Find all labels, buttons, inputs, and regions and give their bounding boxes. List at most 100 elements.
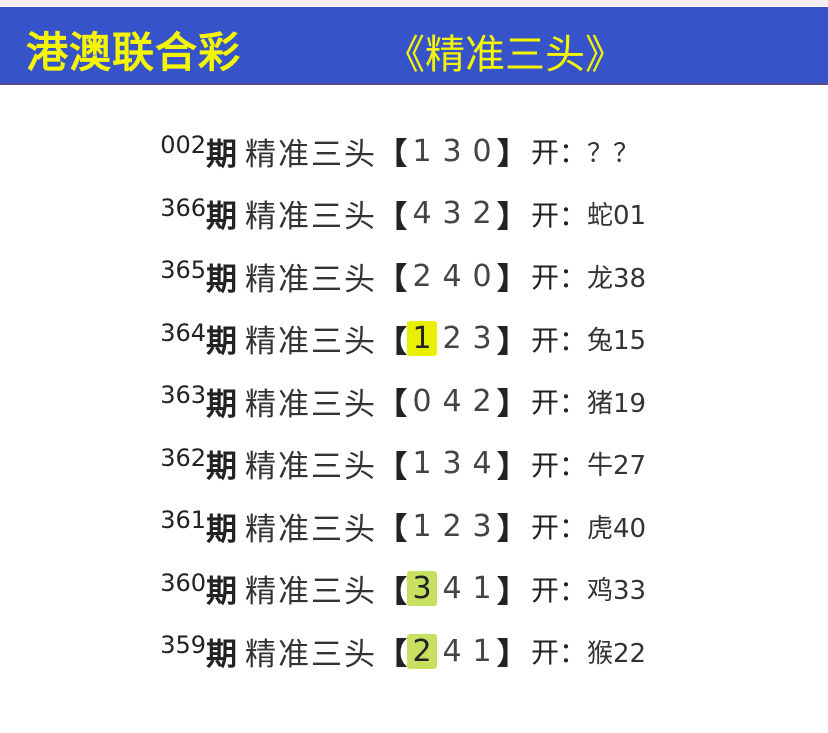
prediction-digit: 3 xyxy=(472,508,492,544)
prediction-digit: 1 xyxy=(407,321,437,357)
issue-number: 360 xyxy=(160,568,206,597)
bracket-close: 】 xyxy=(497,449,527,485)
header-subtitle: 《精准三头》 xyxy=(385,32,625,78)
prediction-digit: 1 xyxy=(412,446,432,482)
prediction-digit: 1 xyxy=(412,133,432,169)
prediction-digit: 4 xyxy=(472,446,492,482)
issue-number: 002 xyxy=(160,131,206,160)
prediction-digit: 0 xyxy=(472,133,492,169)
draw-result: 猪19 xyxy=(587,388,647,419)
prediction-digit: 2 xyxy=(472,196,492,232)
prediction-digit: 2 xyxy=(407,633,437,669)
bracket-close: 】 xyxy=(497,137,527,173)
open-label: 开： xyxy=(531,323,588,357)
bracket-close: 】 xyxy=(497,387,527,423)
issue-number: 359 xyxy=(160,631,206,660)
prediction-row: 002 期精准三头【1 3 0】开：？？ xyxy=(150,120,646,183)
prediction-digit: 2 xyxy=(472,383,492,419)
prediction-label: 精准三头 xyxy=(245,636,377,673)
prediction-list: 002 期精准三头【1 3 0】开：？？ 366 期精准三头【4 3 2】开： 蛇01 365 期精… xyxy=(150,120,646,683)
bracket-close: 】 xyxy=(497,199,527,235)
prediction-row: 362 期精准三头【1 3 4】开： 牛27 xyxy=(150,433,646,496)
draw-result: 蛇01 xyxy=(587,201,647,232)
draw-result: 牛27 xyxy=(587,451,647,482)
prediction-digit: 3 xyxy=(472,321,492,357)
draw-result: ？？ xyxy=(587,138,640,169)
prediction-label: 精准三头 xyxy=(245,136,377,173)
prediction-digit: 1 xyxy=(412,508,432,544)
prediction-digit: 4 xyxy=(442,633,462,669)
issue-suffix: 期 xyxy=(206,449,237,486)
prediction-digit: 2 xyxy=(442,321,462,357)
open-label: 开： xyxy=(531,448,588,482)
issue-number: 364 xyxy=(160,318,206,347)
prediction-digit: 1 xyxy=(472,571,492,607)
top-strip xyxy=(0,0,828,6)
issue-number: 366 xyxy=(160,193,206,222)
bracket-open: 【 xyxy=(377,324,407,360)
open-label: 开： xyxy=(531,636,588,670)
bracket-open: 【 xyxy=(377,199,407,235)
bracket-close: 】 xyxy=(497,637,527,673)
prediction-digit: 3 xyxy=(442,446,462,482)
prediction-label: 精准三头 xyxy=(245,324,377,361)
open-label: 开： xyxy=(531,198,588,232)
prediction-digit: 4 xyxy=(442,571,462,607)
prediction-row: 361 期精准三头【1 2 3】开： 虎40 xyxy=(150,495,646,558)
bracket-open: 【 xyxy=(377,137,407,173)
prediction-row: 360 期精准三头【3 4 1】开： 鸡33 xyxy=(150,558,646,621)
open-label: 开： xyxy=(531,136,588,170)
prediction-digit: 4 xyxy=(412,196,432,232)
prediction-row: 359 期精准三头【2 4 1】开： 猴22 xyxy=(150,620,646,683)
prediction-row: 364 期精准三头【1 2 3】开： 兔15 xyxy=(150,308,646,371)
prediction-digit: 3 xyxy=(442,196,462,232)
open-label: 开： xyxy=(531,511,588,545)
header-banner: 港澳联合彩 《精准三头》 xyxy=(0,7,828,85)
issue-number: 365 xyxy=(160,256,206,285)
prediction-label: 精准三头 xyxy=(245,386,377,423)
header-title: 港澳联合彩 xyxy=(26,28,242,77)
prediction-digit: 4 xyxy=(442,258,462,294)
bracket-open: 【 xyxy=(377,637,407,673)
issue-suffix: 期 xyxy=(206,636,237,673)
bracket-open: 【 xyxy=(377,262,407,298)
prediction-digit: 1 xyxy=(472,633,492,669)
bracket-open: 【 xyxy=(377,512,407,548)
issue-suffix: 期 xyxy=(206,261,237,298)
draw-result: 鸡33 xyxy=(587,576,647,607)
bracket-open: 【 xyxy=(377,449,407,485)
prediction-digit: 4 xyxy=(442,383,462,419)
bracket-close: 】 xyxy=(497,512,527,548)
issue-suffix: 期 xyxy=(206,199,237,236)
draw-result: 虎40 xyxy=(587,513,647,544)
open-label: 开： xyxy=(531,386,588,420)
prediction-digit: 0 xyxy=(472,258,492,294)
prediction-digit: 0 xyxy=(412,383,432,419)
bracket-open: 【 xyxy=(377,574,407,610)
prediction-row: 363 期精准三头【0 4 2】开： 猪19 xyxy=(150,370,646,433)
prediction-digit: 3 xyxy=(442,133,462,169)
issue-suffix: 期 xyxy=(206,136,237,173)
prediction-digit: 2 xyxy=(442,508,462,544)
prediction-row: 366 期精准三头【4 3 2】开： 蛇01 xyxy=(150,183,646,246)
prediction-row: 365 期精准三头【2 4 0】开： 龙38 xyxy=(150,245,646,308)
issue-suffix: 期 xyxy=(206,324,237,361)
bracket-close: 】 xyxy=(497,262,527,298)
prediction-label: 精准三头 xyxy=(245,511,377,548)
draw-result: 猴22 xyxy=(587,638,647,669)
prediction-digit: 3 xyxy=(407,571,437,607)
issue-number: 363 xyxy=(160,381,206,410)
prediction-label: 精准三头 xyxy=(245,574,377,611)
issue-number: 362 xyxy=(160,443,206,472)
draw-result: 龙38 xyxy=(587,263,647,294)
prediction-digit: 2 xyxy=(412,258,432,294)
bracket-open: 【 xyxy=(377,387,407,423)
open-label: 开： xyxy=(531,261,588,295)
issue-suffix: 期 xyxy=(206,511,237,548)
open-label: 开： xyxy=(531,573,588,607)
draw-result: 兔15 xyxy=(587,326,647,357)
issue-number: 361 xyxy=(160,506,206,535)
issue-suffix: 期 xyxy=(206,386,237,423)
prediction-label: 精准三头 xyxy=(245,449,377,486)
prediction-label: 精准三头 xyxy=(245,199,377,236)
